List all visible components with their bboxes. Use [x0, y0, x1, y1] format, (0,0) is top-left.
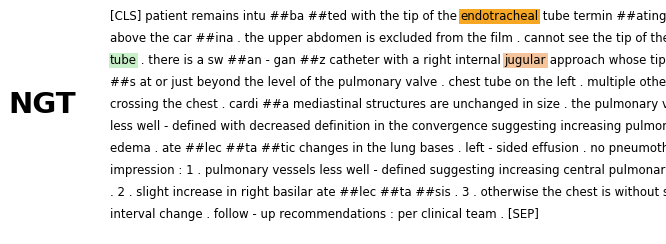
Text: approach whose tip terminate: approach whose tip terminate	[546, 54, 666, 67]
Text: ##s at or just beyond the level of the pulmonary valve . chest tube on the left : ##s at or just beyond the level of the p…	[110, 76, 666, 89]
Text: jugular: jugular	[505, 54, 546, 67]
Text: interval change . follow - up recommendations : per clinical team . [SEP]: interval change . follow - up recommenda…	[110, 208, 539, 221]
Text: tube termin ##ating 6 cm: tube termin ##ating 6 cm	[539, 10, 666, 23]
Text: . there is a sw ##an - gan ##z catheter with a right internal: . there is a sw ##an - gan ##z catheter …	[137, 54, 505, 67]
Text: [CLS] patient remains intu ##ba ##ted with the tip of the: [CLS] patient remains intu ##ba ##ted wi…	[110, 10, 461, 23]
Text: NGT: NGT	[8, 91, 76, 119]
Text: less well - defined with decreased definition in the convergence suggesting incr: less well - defined with decreased defin…	[110, 120, 666, 133]
Text: crossing the chest . cardi ##a mediastinal structures are unchanged in size . th: crossing the chest . cardi ##a mediastin…	[110, 98, 666, 111]
Text: endotracheal: endotracheal	[461, 10, 539, 23]
Text: edema . ate ##lec ##ta ##tic changes in the lung bases . left - sided effusion .: edema . ate ##lec ##ta ##tic changes in …	[110, 142, 666, 155]
Text: tube: tube	[110, 54, 137, 67]
Text: . 2 . slight increase in right basilar ate ##lec ##ta ##sis . 3 . otherwise the : . 2 . slight increase in right basilar a…	[110, 186, 666, 199]
Text: impression : 1 . pulmonary vessels less well - defined suggesting increasing cen: impression : 1 . pulmonary vessels less …	[110, 164, 666, 177]
Text: above the car ##ina . the upper abdomen is excluded from the film . cannot see t: above the car ##ina . the upper abdomen …	[110, 32, 666, 45]
